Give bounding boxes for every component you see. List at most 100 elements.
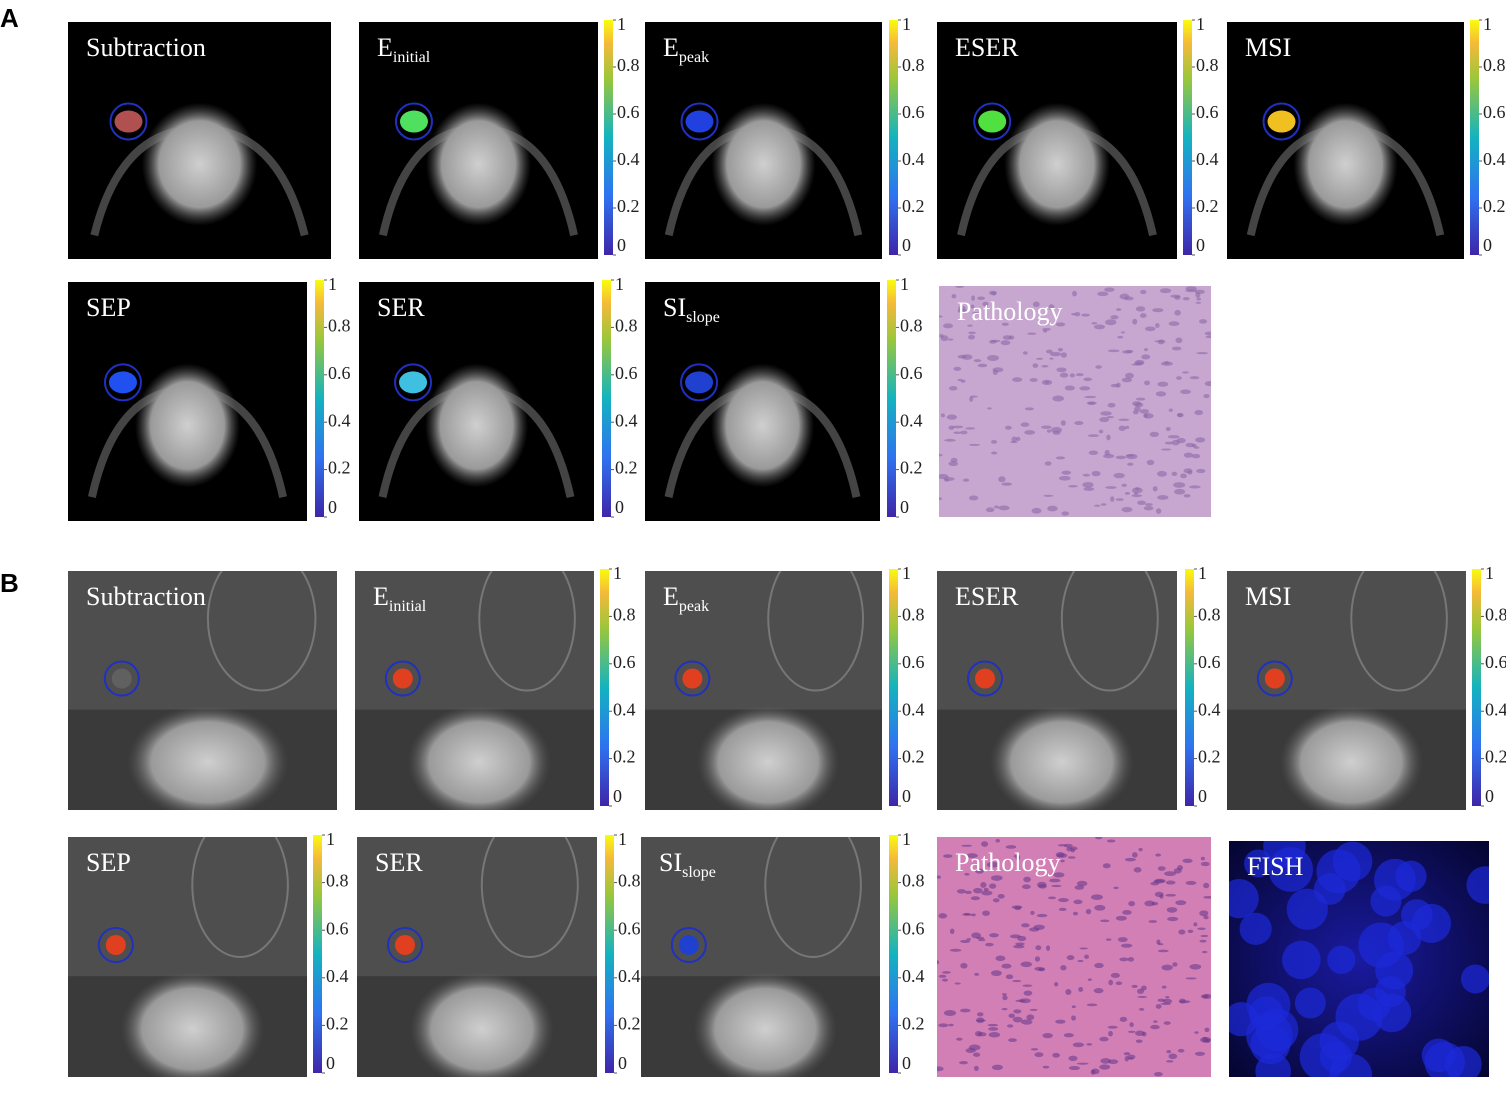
heart xyxy=(407,704,551,810)
cell xyxy=(983,887,989,892)
colorbar-tick-label: 1 xyxy=(1483,14,1492,34)
cell xyxy=(989,340,997,344)
cell xyxy=(995,955,1006,961)
cell xyxy=(964,890,972,894)
cell xyxy=(1079,947,1088,950)
lesion xyxy=(975,668,995,689)
cell xyxy=(960,379,966,383)
cell xyxy=(1072,290,1077,297)
cell xyxy=(1036,913,1048,918)
cell xyxy=(1127,957,1135,962)
lesion xyxy=(685,110,714,133)
heart xyxy=(120,971,264,1077)
cell xyxy=(1193,922,1198,927)
cell xyxy=(1172,962,1178,967)
cell xyxy=(1132,852,1138,858)
tile-title: Pathology xyxy=(955,848,1060,877)
cell xyxy=(1053,872,1065,878)
cell xyxy=(1031,507,1042,514)
colorbar-tick-label: 0.2 xyxy=(902,196,925,216)
cell xyxy=(1141,985,1147,991)
cell xyxy=(1004,425,1012,430)
cell xyxy=(1005,845,1017,849)
cell xyxy=(1203,915,1209,920)
cell xyxy=(991,1064,1003,1071)
tile-title: Einitial xyxy=(377,33,431,66)
cell xyxy=(1021,923,1030,928)
nucleus xyxy=(1411,903,1452,944)
colorbar-tick-label: 0.2 xyxy=(613,747,636,767)
cell xyxy=(1116,308,1122,311)
lesion-outline xyxy=(394,102,433,141)
title-main: SER xyxy=(375,848,423,877)
colorbar-tick-label: 0.4 xyxy=(902,699,925,719)
cell xyxy=(1122,910,1132,915)
cell xyxy=(957,354,967,359)
image-tile: SIslope 0 0.2 0.4 0.6 0.8 1 xyxy=(641,829,925,1077)
cell xyxy=(948,1023,954,1027)
cell xyxy=(981,890,993,896)
cell xyxy=(961,844,973,847)
cell xyxy=(968,331,976,335)
cell xyxy=(972,311,980,315)
lesion xyxy=(1264,668,1285,689)
cell xyxy=(1132,318,1138,325)
cell xyxy=(1166,907,1178,913)
cell xyxy=(1106,839,1116,843)
colorbar-tick-label: 1 xyxy=(902,563,911,583)
heart xyxy=(134,363,241,488)
cell xyxy=(1125,454,1135,457)
title-main: SEP xyxy=(86,848,131,877)
cell xyxy=(1074,312,1081,317)
tile-title: Pathology xyxy=(957,297,1062,326)
cell xyxy=(972,1052,981,1057)
cell xyxy=(1102,863,1111,869)
heart xyxy=(1279,704,1423,810)
cell xyxy=(1110,315,1119,320)
cell xyxy=(1099,416,1110,423)
cell xyxy=(990,970,1002,977)
cell xyxy=(1146,459,1155,466)
cell xyxy=(1002,335,1012,340)
cell xyxy=(1035,945,1042,951)
heart xyxy=(693,971,837,1077)
cell xyxy=(1071,1005,1076,1009)
cell xyxy=(1068,485,1078,488)
cell xyxy=(1025,407,1034,411)
cell xyxy=(988,1032,1001,1038)
lesion-outline xyxy=(1262,102,1301,141)
cell xyxy=(956,889,966,894)
colorbar-tick-label: 0.2 xyxy=(617,196,640,216)
cell xyxy=(1202,993,1211,999)
cell xyxy=(1194,1031,1199,1034)
cell xyxy=(1063,1033,1074,1038)
cell xyxy=(1203,882,1210,889)
colorbar-tick-label: 0.6 xyxy=(618,918,641,938)
cell xyxy=(960,939,971,943)
cell xyxy=(1022,884,1031,890)
cell xyxy=(1143,413,1154,419)
cell xyxy=(1104,287,1115,292)
lesion xyxy=(685,371,714,394)
cell xyxy=(1015,942,1025,946)
colorbar-tick-label: 0.4 xyxy=(618,966,641,986)
cell xyxy=(976,1012,984,1017)
cell xyxy=(1137,995,1148,998)
cell xyxy=(992,898,1000,903)
nucleus xyxy=(1282,940,1321,980)
cell xyxy=(1108,1030,1113,1037)
heart xyxy=(1293,102,1398,226)
cell xyxy=(968,495,979,501)
cell xyxy=(1174,488,1186,495)
cell xyxy=(998,505,1010,511)
cell xyxy=(1030,1048,1039,1051)
colorbar-tick-label: 0 xyxy=(1485,786,1494,806)
cell xyxy=(1085,908,1092,915)
cell xyxy=(1061,470,1072,475)
cell xyxy=(1127,1057,1134,1060)
cell xyxy=(1155,391,1167,397)
cell xyxy=(1107,1025,1118,1029)
nucleus xyxy=(1327,945,1356,975)
image-tile: Pathology xyxy=(937,837,1211,1077)
cell xyxy=(1104,449,1110,456)
